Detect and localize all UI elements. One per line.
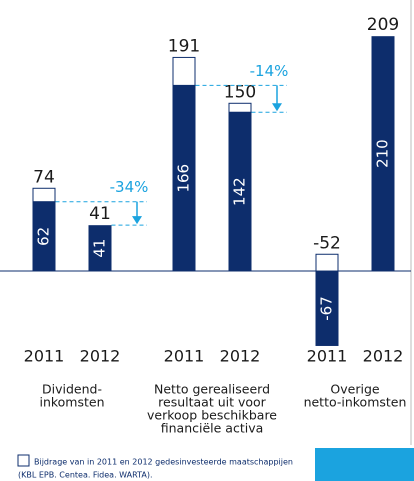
bar-total-label: 209 <box>367 15 399 35</box>
accent-block <box>315 448 414 481</box>
bar <box>371 36 395 272</box>
x-tick-label: 2012 <box>220 347 261 366</box>
x-tick-label: 2011 <box>24 347 65 366</box>
bar-total-label: 191 <box>168 36 200 56</box>
x-tick-label: 2012 <box>80 347 121 366</box>
legend-swatch <box>17 454 30 467</box>
bar-value-label: 142 <box>231 177 249 206</box>
x-tick-label: 2012 <box>363 347 404 366</box>
bar-value-label: 62 <box>35 227 53 246</box>
bar-value-label: 41 <box>91 239 109 258</box>
contribution-box <box>172 56 196 86</box>
bar-value-label: -67 <box>318 296 336 321</box>
bar-total-label: -52 <box>313 233 341 253</box>
contribution-box <box>32 187 56 203</box>
contribution-box <box>315 253 339 272</box>
x-tick-label: 2011 <box>307 347 348 366</box>
group-label: netto-inkomsten <box>304 395 407 410</box>
bar <box>172 85 196 272</box>
change-label: -34% <box>110 178 149 196</box>
x-tick-label: 2011 <box>164 347 205 366</box>
contribution-box <box>228 102 252 113</box>
bar-total-label: 74 <box>33 167 55 187</box>
bar-total-label: 150 <box>224 82 256 102</box>
change-arrowhead <box>272 103 282 112</box>
group-label: Dividend- <box>42 382 102 397</box>
group-label: financiële activa <box>161 421 264 436</box>
group-label: Netto gerealiseerd <box>154 382 270 397</box>
bar-total-label: 41 <box>89 204 111 224</box>
change-arrowhead <box>132 216 142 225</box>
group-label: inkomsten <box>39 395 104 410</box>
bar <box>315 271 339 346</box>
group-label: resultaat uit voor <box>158 395 267 410</box>
bar <box>32 201 56 272</box>
bar-value-label: 166 <box>175 164 193 193</box>
bar <box>228 112 252 272</box>
legend-text: (KBL EPB. Centea. Fidea. WARTA). <box>18 471 153 480</box>
bar <box>88 225 112 272</box>
group-label: verkoop beschikbare <box>147 408 277 423</box>
legend-text: Bijdrage van in 2011 en 2012 gedesinvest… <box>34 458 293 467</box>
bar-value-label: 210 <box>374 139 392 168</box>
group-label: Overige <box>330 382 379 397</box>
change-label: -14% <box>250 62 289 80</box>
